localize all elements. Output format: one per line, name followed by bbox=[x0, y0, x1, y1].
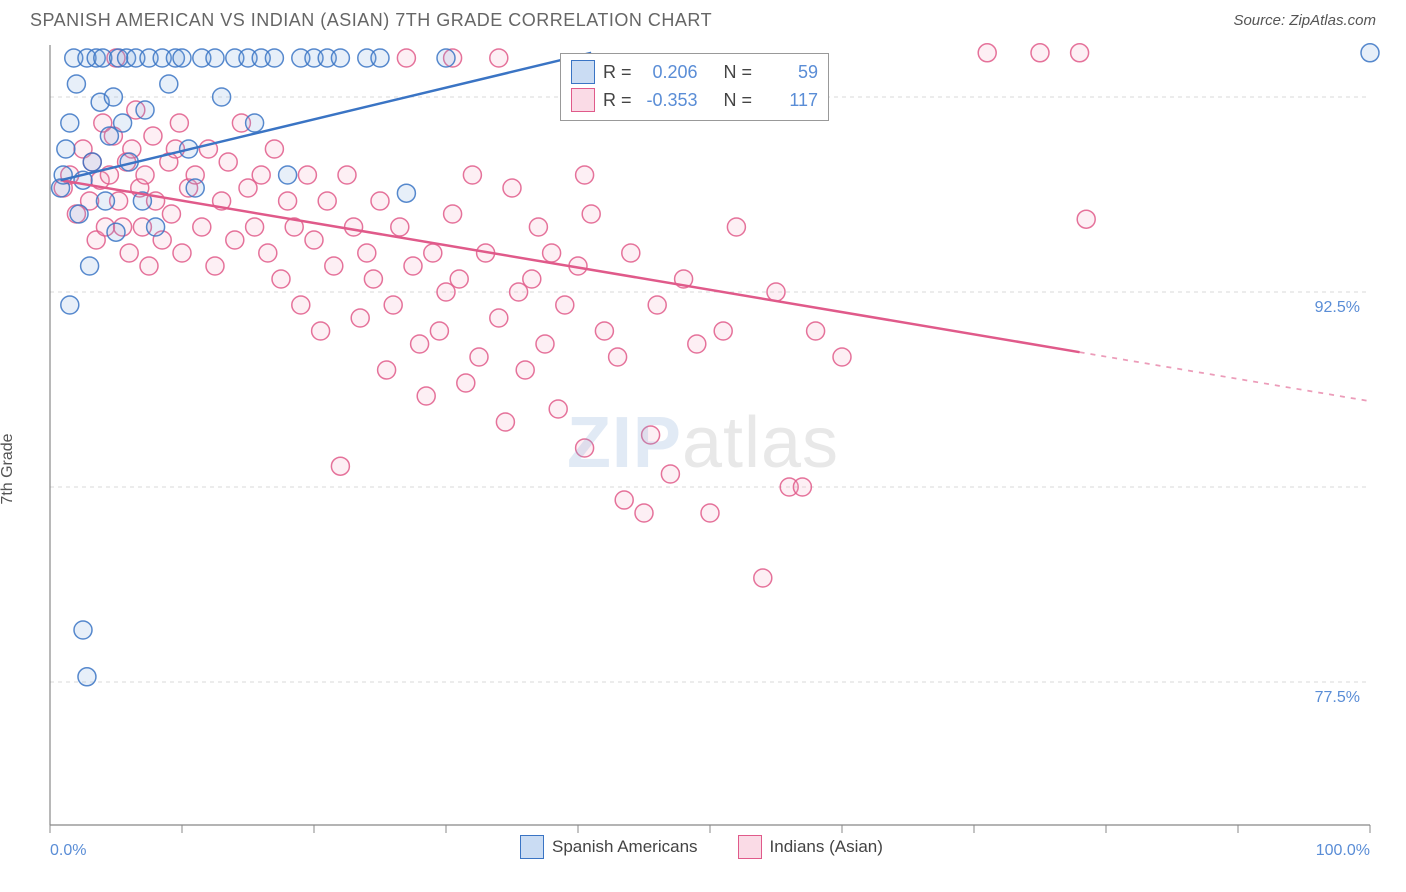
chart-source: Source: ZipAtlas.com bbox=[1233, 12, 1376, 29]
svg-text:100.0%: 100.0% bbox=[1316, 842, 1370, 859]
stats-r-label: R = bbox=[603, 90, 632, 111]
legend-label-indian: Indians (Asian) bbox=[770, 837, 883, 857]
legend-swatch-spanish bbox=[520, 835, 544, 859]
chart-header: SPANISH AMERICAN VS INDIAN (ASIAN) 7TH G… bbox=[0, 0, 1406, 35]
stats-r-spanish: 0.206 bbox=[640, 62, 698, 83]
stats-n-label: N = bbox=[724, 90, 753, 111]
y-axis-label: 7th Grade bbox=[0, 433, 17, 504]
stats-row-spanish: R = 0.206 N = 59 bbox=[571, 58, 818, 86]
stats-n-indian: 117 bbox=[760, 90, 818, 111]
legend-label-spanish: Spanish Americans bbox=[552, 837, 698, 857]
bottom-legend: Spanish Americans Indians (Asian) bbox=[520, 835, 883, 859]
correlation-stats-box: R = 0.206 N = 59 R = -0.353 N = 117 bbox=[560, 53, 829, 121]
scatter-chart-svg: 77.5% 92.5% 0.0% 100.0% bbox=[0, 35, 1406, 885]
svg-text:77.5%: 77.5% bbox=[1315, 689, 1360, 706]
legend-item-spanish: Spanish Americans bbox=[520, 835, 698, 859]
chart-area: 7th Grade ZIPatlas 77.5%92.5%0.0%100.0% … bbox=[0, 35, 1406, 885]
stats-n-spanish: 59 bbox=[760, 62, 818, 83]
chart-title: SPANISH AMERICAN VS INDIAN (ASIAN) 7TH G… bbox=[30, 10, 712, 31]
stats-n-label: N = bbox=[724, 62, 753, 83]
legend-swatch-indian bbox=[738, 835, 762, 859]
stats-r-indian: -0.353 bbox=[640, 90, 698, 111]
svg-text:0.0%: 0.0% bbox=[50, 842, 86, 859]
svg-text:92.5%: 92.5% bbox=[1315, 299, 1360, 316]
legend-item-indian: Indians (Asian) bbox=[738, 835, 883, 859]
legend-swatch-indian bbox=[571, 88, 595, 112]
stats-row-indian: R = -0.353 N = 117 bbox=[571, 86, 818, 114]
stats-r-label: R = bbox=[603, 62, 632, 83]
legend-swatch-spanish bbox=[571, 60, 595, 84]
